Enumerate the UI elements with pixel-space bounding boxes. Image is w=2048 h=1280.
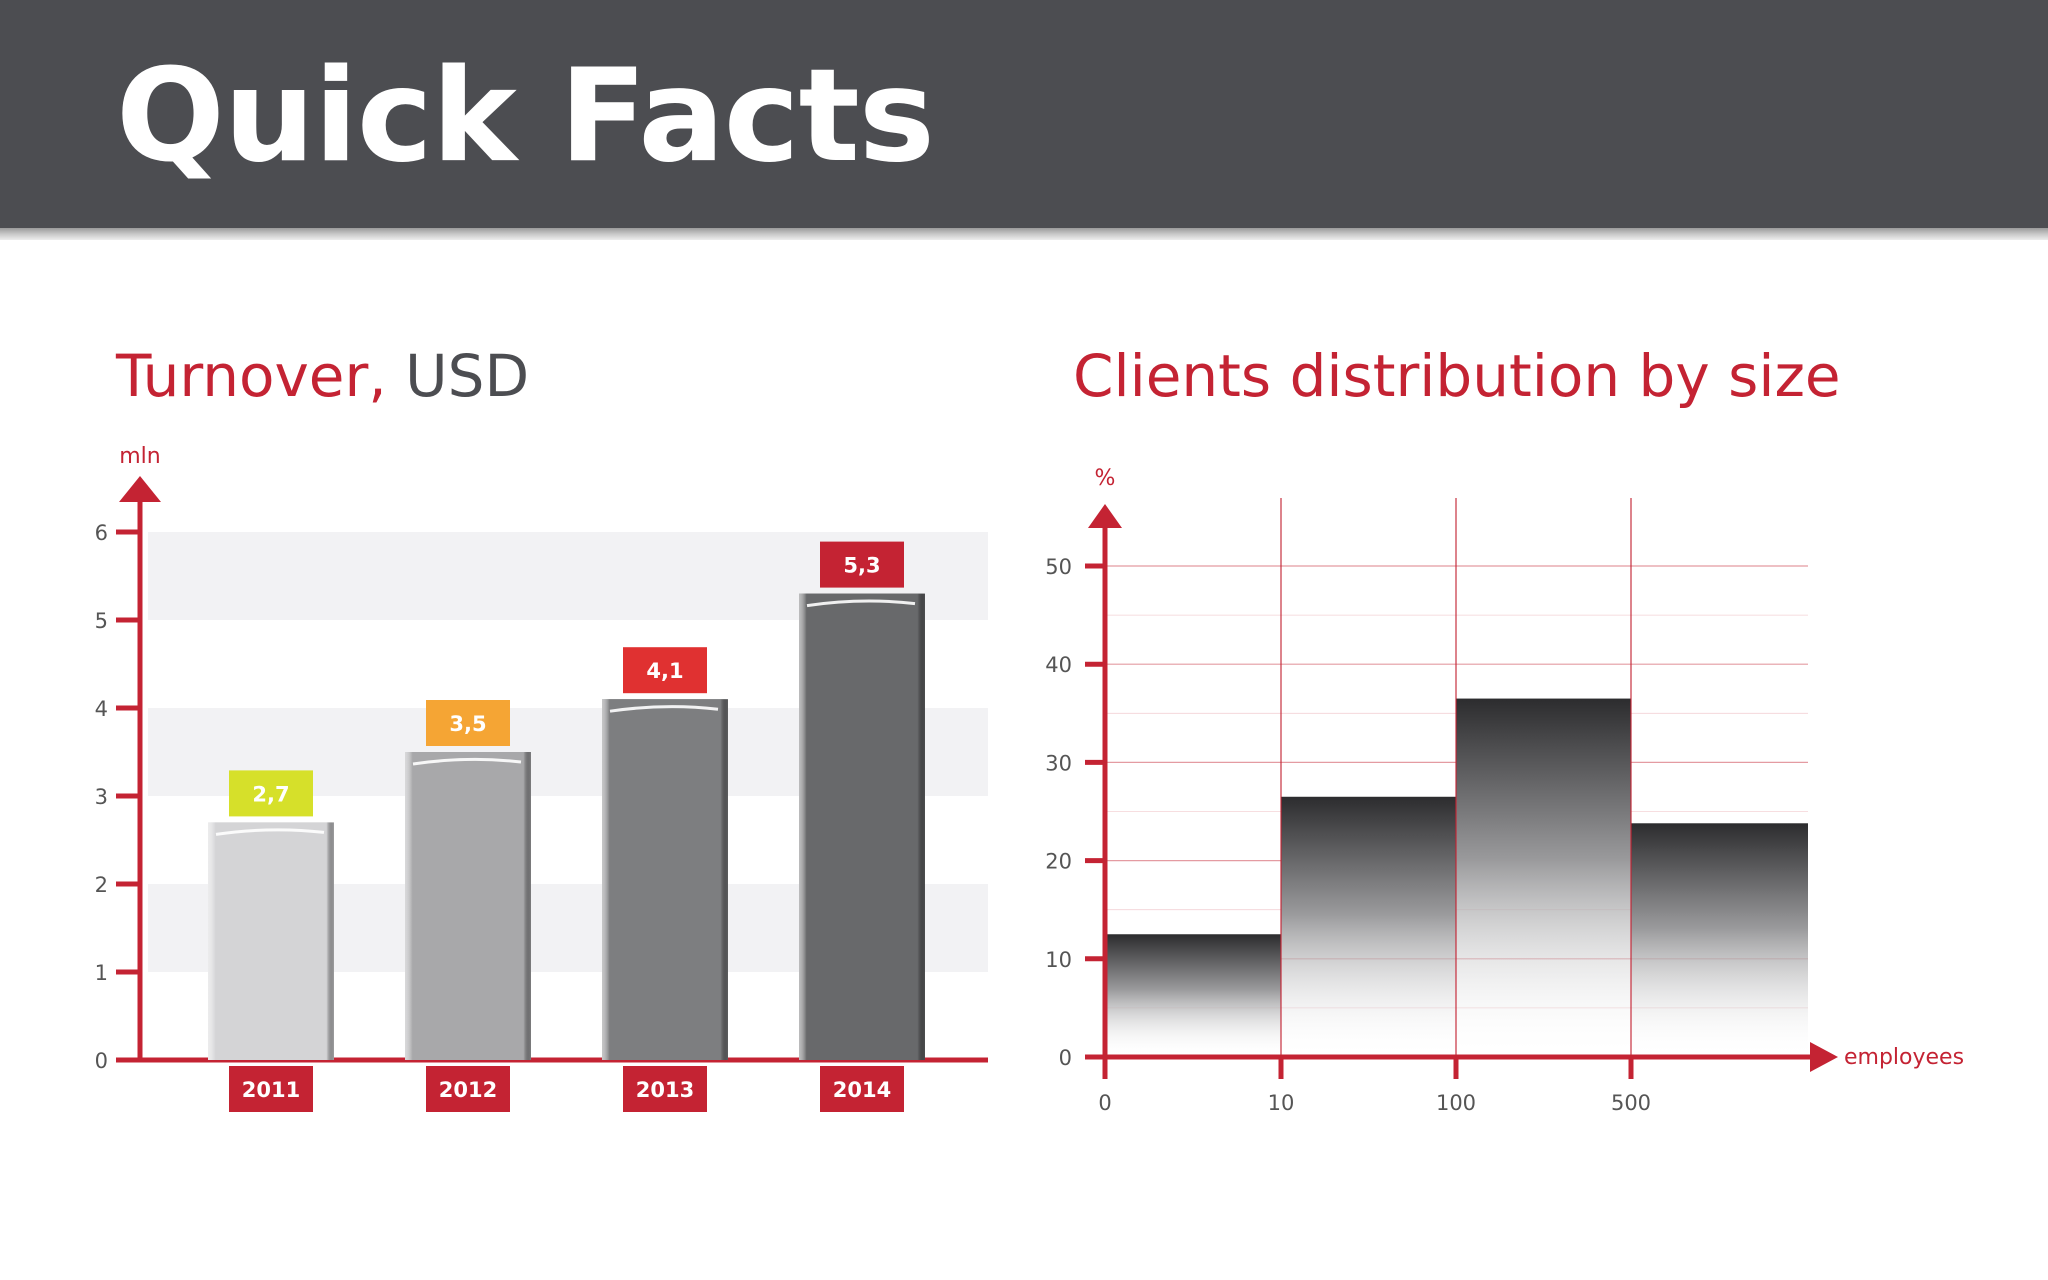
- clients-chart-title: Clients distribution by size: [1073, 342, 1841, 410]
- y-tick-label: 0: [95, 1049, 108, 1073]
- turnover-title-accent: Turnover,: [116, 342, 387, 410]
- y-tick-label: 10: [1045, 948, 1072, 972]
- y-axis-unit: %: [1095, 466, 1116, 491]
- histogram-bar: [1281, 796, 1456, 1057]
- y-tick-label: 6: [95, 521, 108, 545]
- category-label: 2013: [636, 1078, 694, 1102]
- category-label: 2014: [833, 1078, 891, 1102]
- bar-highlight: [412, 757, 522, 766]
- value-label-box: [426, 700, 510, 746]
- y-tick-label: 40: [1045, 653, 1072, 677]
- bar-highlight: [215, 828, 325, 836]
- x-tick-label: 500: [1611, 1091, 1651, 1115]
- x-axis-unit: employees: [1844, 1045, 1964, 1070]
- x-axis-arrow-icon: [1810, 1042, 1838, 1072]
- category-label: 2012: [439, 1078, 497, 1102]
- turnover-title-rest: USD: [386, 342, 530, 410]
- value-label-box: [623, 647, 707, 694]
- bar-highlight: [806, 599, 916, 608]
- histogram-bar: [1105, 934, 1281, 1057]
- y-axis-unit: mln: [119, 444, 161, 469]
- y-tick-label: 30: [1045, 751, 1072, 775]
- y-tick-label: 3: [95, 785, 108, 809]
- value-label: 2,7: [252, 782, 289, 806]
- histogram-bar: [1631, 823, 1808, 1057]
- value-label: 3,5: [449, 712, 486, 736]
- y-tick-label: 2: [95, 873, 108, 897]
- x-tick-label: 10: [1268, 1091, 1295, 1115]
- x-tick-label: 0: [1098, 1091, 1111, 1115]
- y-tick-label: 1: [95, 961, 108, 985]
- turnover-chart-title: Turnover, USD: [116, 342, 529, 412]
- category-label-box: [229, 1066, 313, 1112]
- histogram-bar: [1456, 698, 1631, 1057]
- category-label-box: [426, 1066, 510, 1112]
- bar-shading: [208, 822, 334, 1060]
- y-axis-arrow-icon: [119, 476, 161, 502]
- x-tick-label: 100: [1436, 1091, 1476, 1115]
- clients-distribution-chart: % 0 10 20 30 40 50 employees 0 10 100 500: [1045, 466, 1964, 1115]
- category-label: 2011: [242, 1078, 300, 1102]
- y-tick-label: 0: [1059, 1046, 1072, 1070]
- header-bar: [0, 0, 2048, 228]
- bar-shading: [799, 593, 925, 1060]
- page-title: Quick Facts: [116, 42, 935, 191]
- value-label: 5,3: [843, 554, 880, 578]
- y-tick-label: 20: [1045, 850, 1072, 874]
- bar-shading: [602, 699, 728, 1060]
- bar-highlight: [609, 705, 719, 713]
- y-axis-arrow-icon: [1088, 504, 1122, 528]
- turnover-chart: mln 0 1 2 3 4 5 6 2,7 2011 3,5 2012 4,1 2013 5,3 2014: [95, 444, 988, 1112]
- y-tick-label: 4: [95, 697, 108, 721]
- value-label: 4,1: [646, 659, 683, 683]
- bar-shading: [405, 752, 531, 1060]
- category-label-box: [820, 1066, 904, 1112]
- category-label-box: [623, 1066, 707, 1112]
- y-tick-label: 5: [95, 609, 108, 633]
- header-divider: [0, 228, 2048, 240]
- value-label-box: [820, 541, 904, 588]
- value-label-box: [229, 770, 313, 817]
- y-tick-label: 50: [1045, 555, 1072, 579]
